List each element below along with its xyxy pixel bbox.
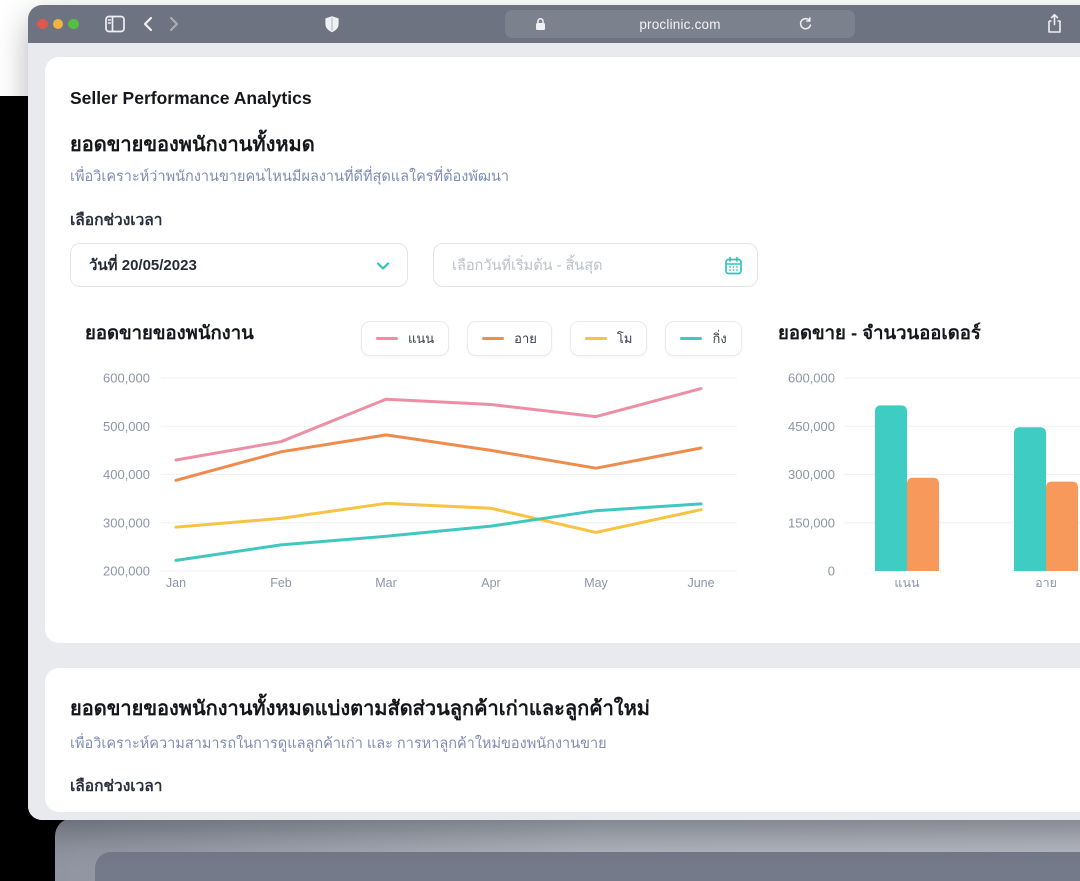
svg-text:Mar: Mar	[375, 576, 397, 590]
url-text: proclinic.com	[639, 16, 721, 32]
chevron-right-icon	[169, 16, 178, 32]
section1-time-range-label: เลือกช่วงเวลา	[70, 212, 163, 229]
lock-icon	[535, 17, 546, 36]
legend-swatch	[680, 337, 703, 340]
svg-text:0: 0	[828, 564, 835, 579]
page-title: Seller Performance Analytics	[70, 88, 312, 108]
svg-text:300,000: 300,000	[788, 467, 835, 482]
sidebar-toggle-button[interactable]	[104, 15, 125, 33]
minimize-window-button[interactable]	[52, 18, 63, 30]
date-select-value: วันที่ 20/05/2023	[89, 257, 197, 274]
svg-text:600,000: 600,000	[103, 371, 150, 386]
svg-text:400,000: 400,000	[103, 467, 150, 482]
svg-text:May: May	[584, 576, 608, 590]
date-select-dropdown[interactable]: วันที่ 20/05/2023	[70, 243, 408, 287]
legend-item[interactable]: โม	[569, 321, 648, 356]
bar-chart-title: ยอดขาย - จำนวนออเดอร์	[778, 322, 981, 343]
sales-orders-bar-chart: 0 150,000 300,000 450,000 600,000 แนน อาย	[788, 371, 1080, 590]
legend-item[interactable]: แนน	[361, 321, 450, 356]
legend-swatch	[482, 337, 505, 340]
legend-item[interactable]: กิ่ง	[665, 321, 742, 356]
shield-icon	[325, 15, 339, 32]
legend-swatch	[376, 337, 398, 340]
page-content: Seller Performance Analytics ยอดขายของพน…	[28, 43, 1080, 820]
chevron-left-icon	[143, 16, 152, 32]
svg-text:150,000: 150,000	[788, 515, 835, 530]
section1-heading: ยอดขายของพนักงานทั้งหมด	[70, 134, 315, 156]
svg-text:300,000: 300,000	[103, 515, 150, 530]
svg-text:Jan: Jan	[166, 576, 186, 590]
line-chart-legend: แนน อาย โม กิ่ง	[361, 321, 742, 356]
privacy-report-button[interactable]	[324, 5, 340, 43]
window-controls	[37, 18, 79, 30]
share-icon	[1048, 13, 1061, 33]
legend-item[interactable]: อาย	[467, 321, 552, 356]
customer-split-card: ยอดขายของพนักงานทั้งหมดแบ่งตามสัดส่วนลูก…	[45, 668, 1080, 812]
browser-window: proclinic.com Seller Performance An	[28, 5, 1080, 820]
reload-button[interactable]	[798, 16, 813, 37]
svg-text:600,000: 600,000	[788, 371, 835, 386]
line-chart-title: ยอดขายของพนักงาน	[85, 322, 254, 343]
forward-button[interactable]	[168, 16, 180, 32]
section2-description: เพื่อวิเคราะห์ความสามารถในการดูแลลูกค้าเ…	[70, 736, 607, 752]
svg-text:Feb: Feb	[270, 576, 292, 590]
background-card-layer-2	[95, 852, 1080, 881]
sales-line-chart: 200,000 300,000 400,000 500,000 600,000 Jan Fe…	[103, 371, 737, 590]
chevron-down-icon	[375, 258, 391, 279]
back-button[interactable]	[142, 16, 154, 32]
legend-label: กิ่ง	[712, 331, 727, 346]
legend-label: โม	[616, 331, 633, 346]
date-range-input[interactable]: เลือกวันที่เริ่มต้น - สิ้นสุด	[433, 243, 758, 287]
svg-text:450,000: 450,000	[788, 419, 835, 434]
svg-text:500,000: 500,000	[103, 419, 150, 434]
svg-text:Apr: Apr	[481, 576, 500, 590]
zoom-window-button[interactable]	[68, 18, 79, 30]
browser-titlebar: proclinic.com	[28, 5, 1080, 43]
date-range-placeholder: เลือกวันที่เริ่มต้น - สิ้นสุด	[452, 257, 603, 274]
sales-analytics-card: Seller Performance Analytics ยอดขายของพน…	[45, 57, 1080, 643]
sidebar-icon	[104, 15, 125, 33]
section1-description: เพื่อวิเคราะห์ว่าพนักงานขายคนไหนมีผลงานท…	[70, 169, 510, 185]
legend-label: อาย	[514, 331, 537, 346]
svg-text:200,000: 200,000	[103, 564, 150, 579]
svg-text:อาย: อาย	[1035, 576, 1057, 590]
calendar-icon[interactable]	[724, 256, 743, 281]
legend-swatch	[584, 337, 607, 340]
reload-icon	[799, 17, 812, 30]
close-window-button[interactable]	[37, 18, 48, 30]
section2-heading: ยอดขายของพนักงานทั้งหมดแบ่งตามสัดส่วนลูก…	[70, 698, 650, 720]
share-button[interactable]	[1046, 13, 1063, 34]
section2-time-range-label: เลือกช่วงเวลา	[70, 778, 163, 795]
legend-label: แนน	[408, 331, 435, 346]
svg-text:June: June	[687, 576, 714, 590]
svg-text:แนน: แนน	[894, 576, 920, 590]
address-bar[interactable]: proclinic.com	[505, 10, 855, 38]
